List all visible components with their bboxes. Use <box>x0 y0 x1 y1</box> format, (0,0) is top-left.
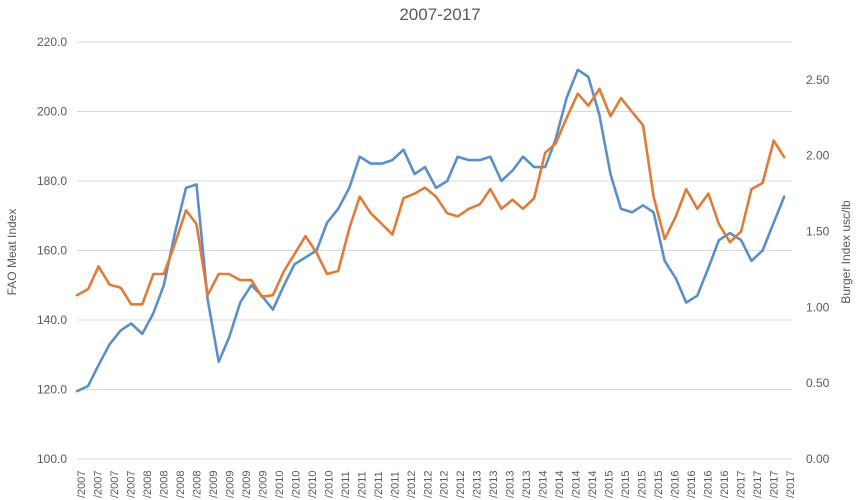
x-tick-label: /2007 <box>92 470 104 498</box>
x-tick-label: /2017 <box>736 470 748 498</box>
x-tick-label: /2014 <box>587 470 599 498</box>
x-tick-label: /2007 <box>125 470 137 498</box>
left-tick-label: 160.0 <box>37 244 67 258</box>
right-tick-label: 2.00 <box>806 149 830 163</box>
x-tick-label: /2009 <box>257 470 269 498</box>
x-tick-label: /2010 <box>290 470 302 498</box>
x-tick-label: /2016 <box>686 470 698 498</box>
left-axis-ticks: 100.0 120.0 140.0 160.0 180.0 200.0 220.0 <box>37 35 67 466</box>
x-tick-label: /2013 <box>488 470 500 498</box>
x-tick-label: /2010 <box>274 470 286 498</box>
right-tick-label: 0.50 <box>806 376 830 390</box>
x-tick-label: /2015 <box>653 470 665 498</box>
x-tick-label: /2012 <box>455 470 467 498</box>
right-axis-ticks: 0.00 0.50 1.00 1.50 2.00 2.50 <box>806 73 830 466</box>
x-tick-label: /2016 <box>719 470 731 498</box>
left-tick-label: 140.0 <box>37 313 67 327</box>
x-tick-label: /2011 <box>340 471 352 498</box>
series-lines <box>75 68 786 393</box>
x-tick-label: /2014 <box>538 470 550 498</box>
x-tick-label: /2017 <box>752 470 764 498</box>
x-tick-label: /2017 <box>785 470 797 498</box>
x-tick-label: /2012 <box>406 470 418 498</box>
x-tick-label: /2011 <box>373 471 385 498</box>
right-tick-label: 2.50 <box>806 73 830 87</box>
left-tick-label: 100.0 <box>37 452 67 466</box>
x-tick-label: /2013 <box>472 470 484 498</box>
x-tick-label: /2010 <box>323 470 335 498</box>
x-tick-label: /2008 <box>191 470 203 498</box>
x-tick-label: /2009 <box>208 470 220 498</box>
right-tick-label: 1.50 <box>806 225 830 239</box>
x-tick-label: /2009 <box>224 470 236 498</box>
x-tick-label: /2015 <box>620 470 632 498</box>
x-tick-label: /2016 <box>670 470 682 498</box>
x-tick-label: /2008 <box>175 470 187 498</box>
x-tick-label: /2016 <box>703 470 715 498</box>
x-axis-ticks: /2007/2007/2007/2007/2008/2008/2008/2008… <box>76 470 797 498</box>
right-tick-label: 1.00 <box>806 300 830 314</box>
x-tick-label: /2015 <box>637 470 649 498</box>
right-tick-label: 0.00 <box>806 452 830 466</box>
x-tick-label: /2014 <box>554 470 566 498</box>
x-tick-label: /2012 <box>439 470 451 498</box>
x-tick-label: /2007 <box>76 470 88 498</box>
x-tick-label: /2011 <box>356 471 368 498</box>
x-tick-label: /2011 <box>389 471 401 498</box>
x-tick-label: /2013 <box>521 470 533 498</box>
gridlines <box>77 41 792 460</box>
x-tick-label: /2008 <box>142 470 154 498</box>
x-tick-label: /2009 <box>241 470 253 498</box>
left-axis-title: FAO Meat Index <box>5 209 19 296</box>
left-tick-label: 200.0 <box>37 105 67 119</box>
left-tick-label: 180.0 <box>37 174 67 188</box>
x-tick-label: /2013 <box>505 470 517 498</box>
x-tick-label: /2015 <box>604 470 616 498</box>
right-axis-title: Burger Index usc/lb <box>839 200 853 304</box>
chart-title: 2007-2017 <box>399 5 480 24</box>
x-tick-label: /2012 <box>422 470 434 498</box>
x-tick-label: /2010 <box>307 470 319 498</box>
x-tick-label: /2017 <box>769 470 781 498</box>
burger-index-line <box>75 87 786 306</box>
x-tick-label: /2014 <box>571 470 583 498</box>
x-tick-label: /2007 <box>109 470 121 498</box>
left-tick-label: 220.0 <box>37 35 67 49</box>
x-tick-label: /2008 <box>158 470 170 498</box>
fao-meat-index-line <box>75 68 786 393</box>
left-tick-label: 120.0 <box>37 383 67 397</box>
